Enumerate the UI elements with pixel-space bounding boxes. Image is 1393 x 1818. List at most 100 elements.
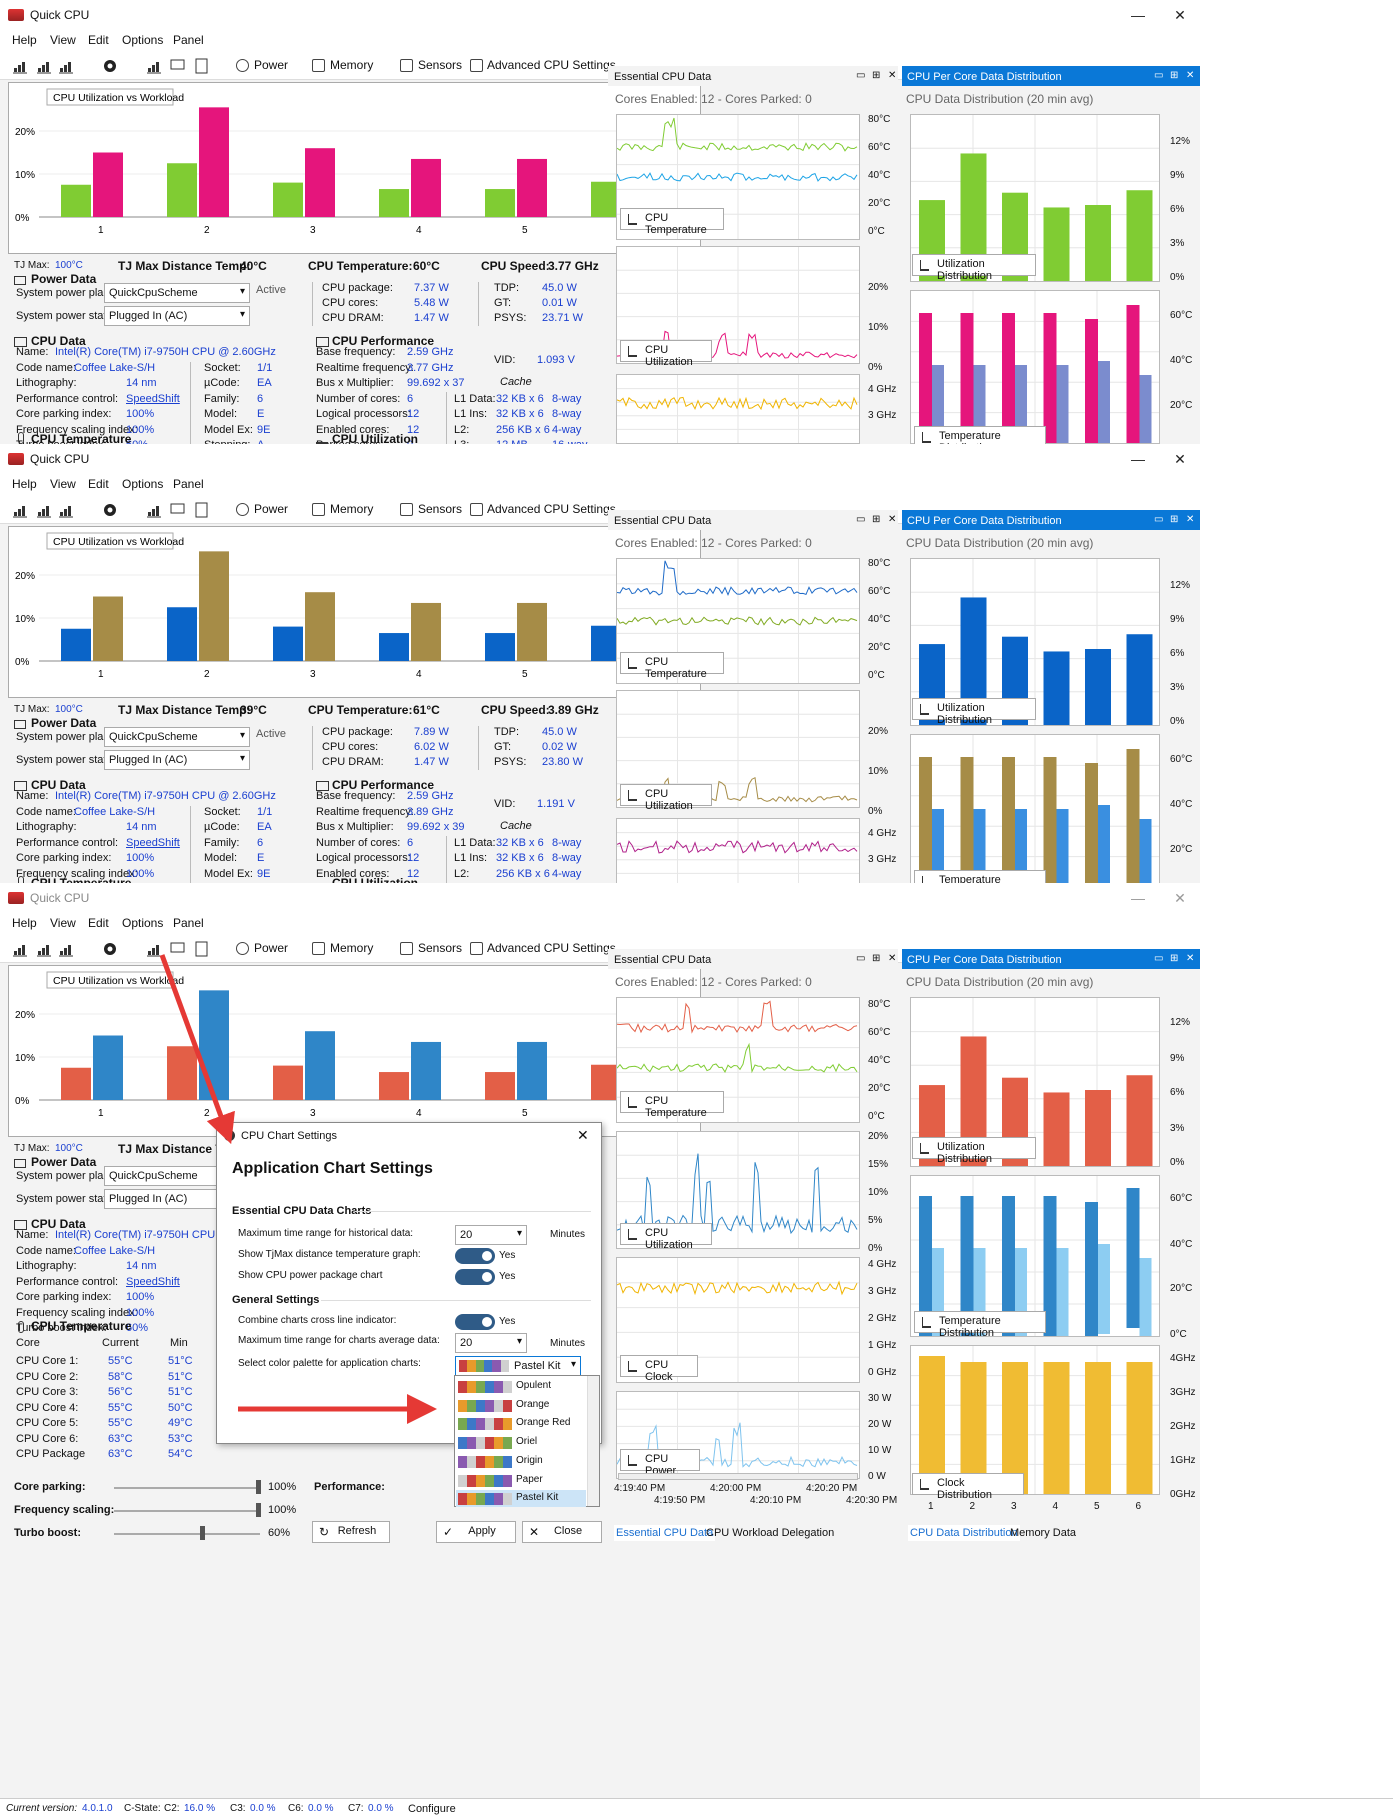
bar-chart-2-icon[interactable]	[36, 502, 52, 518]
clock-distribution-button[interactable]: Clock Distribution	[912, 1473, 1024, 1501]
gear-icon[interactable]	[102, 58, 118, 74]
sliders-icon[interactable]	[146, 941, 162, 957]
palette-option[interactable]: Pastel Kit	[456, 1490, 586, 1508]
refresh-button[interactable]: ↻ Refresh	[312, 1521, 390, 1543]
settings-icon[interactable]	[470, 942, 483, 955]
float-icon[interactable]: ▭	[1154, 70, 1164, 81]
cpu-utilization-chart-button[interactable]: CPU Utilization	[620, 340, 712, 368]
sensors-icon[interactable]	[400, 59, 413, 72]
power-button[interactable]: Power	[254, 941, 289, 955]
power-button[interactable]: Power	[254, 58, 289, 72]
pin-icon[interactable]: ⊞	[1170, 953, 1179, 964]
float-icon[interactable]: ▭	[856, 953, 866, 964]
minimize-icon[interactable]: —	[1131, 890, 1145, 906]
time-scrollbar[interactable]	[618, 1473, 858, 1480]
apply-button[interactable]: ✓ Apply	[436, 1521, 516, 1543]
gear-icon[interactable]	[102, 502, 118, 518]
slider-track-core_parking[interactable]	[114, 1487, 260, 1489]
show-pkg-toggle[interactable]	[455, 1269, 495, 1285]
advanced-cpu-settings-button[interactable]: Advanced CPU Settings	[487, 58, 616, 72]
temperature-distribution-button[interactable]: Temperature Distribution	[914, 870, 1046, 883]
close-icon[interactable]: ✕	[1174, 451, 1186, 467]
log-icon[interactable]	[194, 941, 210, 957]
slider-track-turbo[interactable]	[114, 1533, 260, 1535]
value-perf_control[interactable]: SpeedShift	[126, 392, 180, 405]
gear-icon[interactable]	[102, 941, 118, 957]
close-icon[interactable]: ✕	[888, 953, 897, 964]
cpu-clock-chart-button[interactable]: CPU Clock	[620, 1355, 698, 1383]
menu-options[interactable]: Options	[122, 916, 164, 930]
memory-button[interactable]: Memory	[330, 58, 374, 72]
sliders-icon[interactable]	[146, 502, 162, 518]
value-perf_control[interactable]: SpeedShift	[126, 836, 180, 849]
temperature-distribution-button[interactable]: Temperature Distribution	[914, 426, 1046, 444]
dropdown-scrollbar[interactable]	[587, 1376, 599, 1506]
menu-view[interactable]: View	[50, 477, 76, 491]
memory-button[interactable]: Memory	[330, 502, 374, 516]
chat-icon[interactable]	[170, 502, 186, 518]
menu-edit[interactable]: Edit	[88, 477, 109, 491]
chat-icon[interactable]	[170, 941, 186, 957]
tab-cpu-data-distribution[interactable]: CPU Data Distribution	[908, 1525, 1020, 1541]
close-icon[interactable]: ✕	[1186, 953, 1195, 964]
advanced-cpu-settings-button[interactable]: Advanced CPU Settings	[487, 941, 616, 955]
menu-edit[interactable]: Edit	[88, 33, 109, 47]
bar-chart-icon[interactable]	[12, 941, 28, 957]
power-state-select[interactable]: Plugged In (AC)	[104, 750, 250, 770]
utilization-distribution-button[interactable]: Utilization Distribution	[912, 1137, 1036, 1165]
show-tjmax-toggle[interactable]	[455, 1248, 495, 1264]
slider-track-freq_scaling[interactable]	[114, 1510, 260, 1512]
slider-thumb[interactable]	[200, 1526, 205, 1540]
power-button[interactable]: Power	[254, 502, 289, 516]
combine-toggle[interactable]	[455, 1314, 495, 1330]
power-icon[interactable]	[236, 59, 249, 72]
line-chart-icon[interactable]	[58, 941, 74, 957]
power-icon[interactable]	[236, 503, 249, 516]
palette-option[interactable]: Orange Red	[456, 1415, 586, 1432]
power-icon[interactable]	[236, 942, 249, 955]
value-perf_control[interactable]: SpeedShift	[126, 1275, 180, 1288]
slider-thumb[interactable]	[256, 1480, 261, 1494]
power-plan-select[interactable]: QuickCpuScheme	[104, 283, 250, 303]
pin-icon[interactable]: ⊞	[1170, 514, 1179, 525]
advanced-cpu-settings-button[interactable]: Advanced CPU Settings	[487, 502, 616, 516]
power-plan-select[interactable]: QuickCpuScheme	[104, 727, 250, 747]
sliders-icon[interactable]	[146, 58, 162, 74]
minimize-icon[interactable]: —	[1131, 7, 1145, 23]
menu-options[interactable]: Options	[122, 477, 164, 491]
palette-option[interactable]: Origin	[456, 1453, 586, 1470]
close-icon[interactable]: ✕	[1174, 7, 1186, 23]
tab-memory-data[interactable]: Memory Data	[1010, 1527, 1077, 1539]
log-icon[interactable]	[194, 58, 210, 74]
menu-edit[interactable]: Edit	[88, 916, 109, 930]
line-chart-icon[interactable]	[58, 58, 74, 74]
memory-icon[interactable]	[312, 503, 325, 516]
menu-help[interactable]: Help	[12, 33, 37, 47]
float-icon[interactable]: ▭	[1154, 953, 1164, 964]
palette-option[interactable]: Orange	[456, 1397, 586, 1414]
tab-essential-cpu-data[interactable]: Essential CPU Data	[614, 1525, 716, 1541]
cpu-temperature-chart-button[interactable]: CPU Temperature	[620, 1091, 724, 1119]
max-hist-select[interactable]: 20	[455, 1225, 527, 1245]
float-icon[interactable]: ▭	[856, 70, 866, 81]
menu-help[interactable]: Help	[12, 916, 37, 930]
utilization-distribution-button[interactable]: Utilization Distribution	[912, 698, 1036, 726]
sensors-icon[interactable]	[400, 942, 413, 955]
close-icon[interactable]: ✕	[1186, 70, 1195, 81]
close-icon[interactable]: ✕	[888, 70, 897, 81]
cpu-temperature-chart-button[interactable]: CPU Temperature	[620, 208, 724, 236]
close-icon[interactable]: ✕	[1174, 890, 1186, 906]
memory-button[interactable]: Memory	[330, 941, 374, 955]
temperature-distribution-button[interactable]: Temperature Distribution	[914, 1311, 1046, 1339]
palette-option[interactable]: Opulent	[456, 1378, 586, 1395]
close-button[interactable]: ✕ Close	[522, 1521, 602, 1543]
close-icon[interactable]: ✕	[888, 514, 897, 525]
cpu-temperature-chart-button[interactable]: CPU Temperature	[620, 652, 724, 680]
sensors-button[interactable]: Sensors	[418, 941, 463, 955]
tab-cpu-workload-delegation[interactable]: CPU Workload Delegation	[706, 1527, 835, 1539]
pin-icon[interactable]: ⊞	[1170, 70, 1179, 81]
settings-icon[interactable]	[470, 503, 483, 516]
cpu-utilization-chart-button[interactable]: CPU Utilization	[620, 784, 712, 812]
configure-menu[interactable]: Configure	[408, 1803, 456, 1815]
palette-option[interactable]: Paper	[456, 1472, 586, 1489]
